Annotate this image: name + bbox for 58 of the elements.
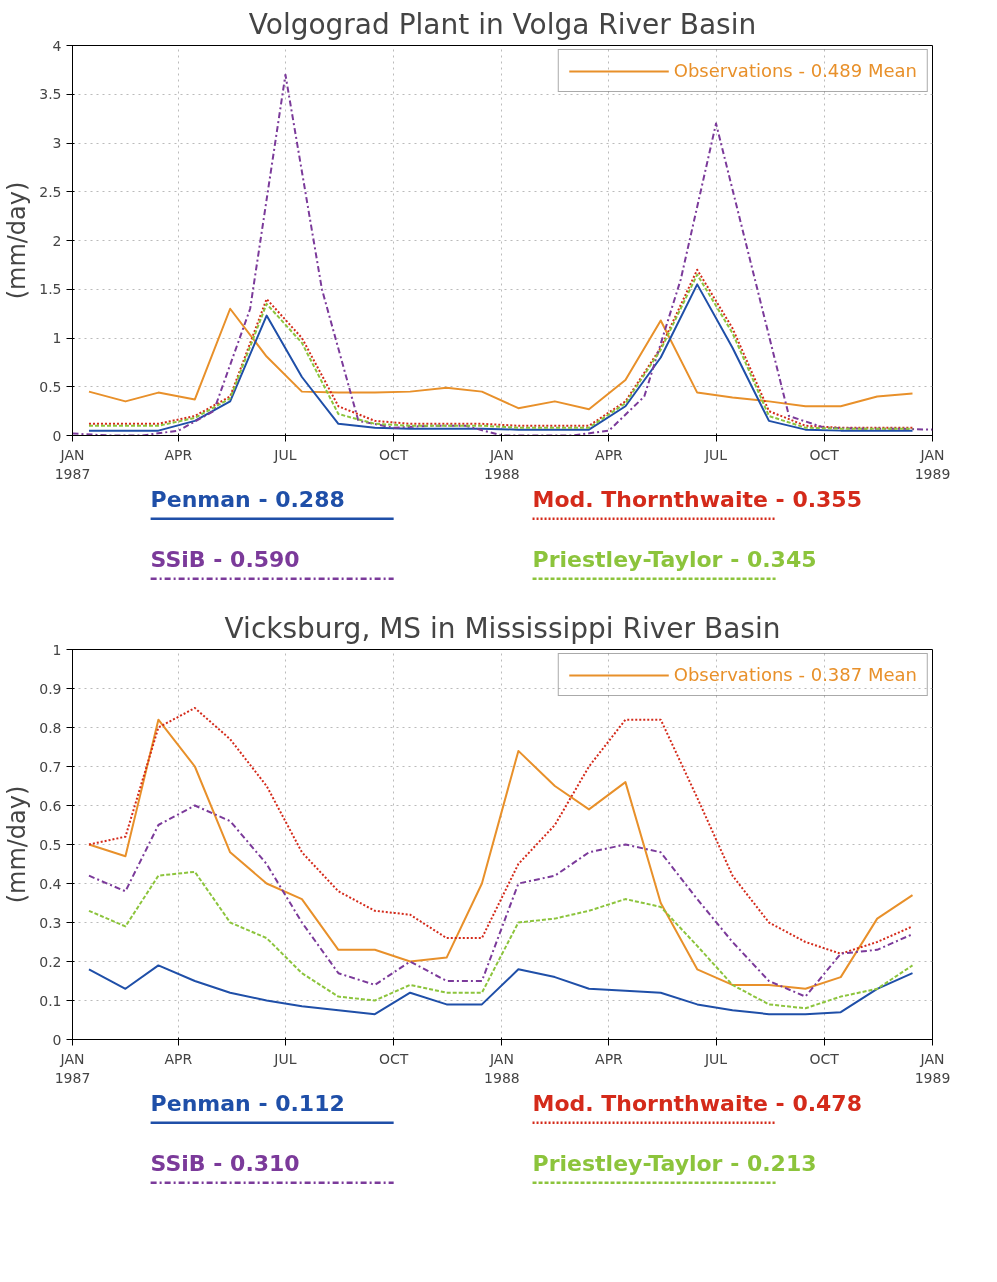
x-tick-label: APR (595, 1050, 624, 1067)
x-tick-label: APR (164, 446, 193, 463)
line-series (87, 804, 914, 998)
y-tick-label: 0.5 (39, 378, 62, 395)
text: Mod. Thornthwaite - 0.478 (532, 1090, 862, 1116)
text: Priestley-Taylor - 0.345 (532, 546, 817, 572)
text: Observations - 0.489 Mean (673, 60, 917, 81)
y-tick-label: 1 (52, 330, 62, 346)
x-tick-label: JUL (273, 446, 297, 463)
x-tick-label: JAN 1988 (484, 446, 520, 482)
x-tick-label: APR (164, 1050, 193, 1067)
text: Penman - 0.112 (150, 1090, 345, 1116)
x-tick-label: OCT (809, 446, 840, 463)
text: Penman - 0.288 (150, 486, 345, 512)
y-tick-label: 0.4 (39, 875, 62, 892)
y-tick-label: 0.3 (39, 914, 62, 931)
text: Mod. Thornthwaite - 0.355 (532, 486, 862, 512)
line-series (87, 307, 914, 411)
x-tick-label: JAN 1987 (54, 1050, 91, 1086)
y-tick-label: 0 (52, 427, 62, 444)
y-axis-title: (mm/day) (3, 785, 32, 904)
line-series (87, 707, 914, 955)
x-tick-label: JUL (703, 446, 728, 463)
x-tick-label: OCT (809, 1050, 840, 1067)
x-tick-label: JUL (273, 1050, 297, 1067)
text: SSiB - 0.310 (150, 1150, 300, 1176)
y-tick-label: 0.7 (39, 758, 62, 775)
line-series (87, 718, 914, 990)
text: Priestley-Taylor - 0.213 (532, 1150, 817, 1176)
x-tick-label: JAN 1988 (484, 1050, 520, 1086)
y-tick-label: 3.5 (39, 86, 62, 103)
y-tick-label: 0.8 (39, 719, 62, 736)
text: SSiB - 0.590 (150, 546, 300, 572)
line-series (87, 870, 914, 1010)
x-tick-label: OCT (379, 1050, 409, 1067)
text: Observations - 0.387 Mean (673, 664, 917, 685)
x-tick-label: JAN 1989 (914, 1050, 951, 1086)
x-tick-label: OCT (379, 446, 409, 463)
y-tick-label: 4 (52, 37, 62, 54)
y-tick-label: 2 (52, 232, 62, 249)
y-tick-label: 0.6 (39, 797, 62, 814)
y-tick-label: 3 (52, 135, 62, 151)
y-axis-title: (mm/day) (3, 181, 32, 300)
y-tick-label: 1.5 (39, 281, 62, 298)
x-tick-label: APR (595, 446, 624, 463)
x-tick-label: JAN 1989 (914, 446, 951, 482)
y-tick-label: 0.2 (39, 953, 62, 970)
chart-title: Volgograd Plant in Volga River Basin (248, 7, 757, 41)
y-tick-label: 0.1 (39, 992, 62, 1009)
line-series (87, 964, 914, 1016)
y-tick-label: 0.5 (39, 836, 62, 853)
y-tick-label: 2.5 (39, 183, 62, 200)
y-tick-label: 0 (52, 1031, 62, 1048)
x-tick-label: JUL (703, 1050, 728, 1067)
y-tick-label: 1 (52, 641, 62, 658)
y-tick-label: 0.9 (39, 680, 62, 697)
chart-title: Vicksburg, MS in Mississippi River Basin (224, 611, 781, 645)
x-tick-label: JAN 1987 (54, 446, 91, 482)
